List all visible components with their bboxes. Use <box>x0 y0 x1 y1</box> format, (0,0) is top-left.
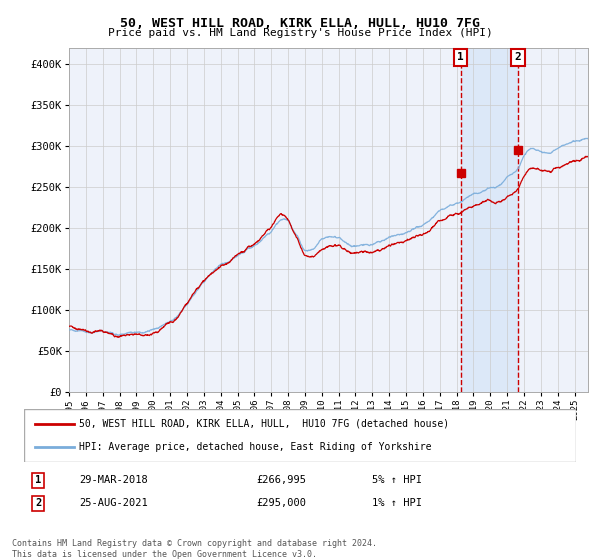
Text: Contains HM Land Registry data © Crown copyright and database right 2024.
This d: Contains HM Land Registry data © Crown c… <box>12 539 377 559</box>
Text: 29-MAR-2018: 29-MAR-2018 <box>79 475 148 486</box>
Text: HPI: Average price, detached house, East Riding of Yorkshire: HPI: Average price, detached house, East… <box>79 442 432 452</box>
Text: £295,000: £295,000 <box>256 498 306 508</box>
Text: 2: 2 <box>515 53 521 63</box>
Text: 1% ↑ HPI: 1% ↑ HPI <box>372 498 422 508</box>
Text: 50, WEST HILL ROAD, KIRK ELLA, HULL,  HU10 7FG (detached house): 50, WEST HILL ROAD, KIRK ELLA, HULL, HU1… <box>79 419 449 429</box>
Text: 50, WEST HILL ROAD, KIRK ELLA, HULL, HU10 7FG: 50, WEST HILL ROAD, KIRK ELLA, HULL, HU1… <box>120 17 480 30</box>
Bar <box>461 48 518 392</box>
FancyBboxPatch shape <box>24 409 576 462</box>
Text: Price paid vs. HM Land Registry's House Price Index (HPI): Price paid vs. HM Land Registry's House … <box>107 28 493 38</box>
Text: 2: 2 <box>35 498 41 508</box>
Text: £266,995: £266,995 <box>256 475 306 486</box>
Text: 5% ↑ HPI: 5% ↑ HPI <box>372 475 422 486</box>
Text: 1: 1 <box>35 475 41 486</box>
Text: 25-AUG-2021: 25-AUG-2021 <box>79 498 148 508</box>
Text: 1: 1 <box>457 53 464 63</box>
